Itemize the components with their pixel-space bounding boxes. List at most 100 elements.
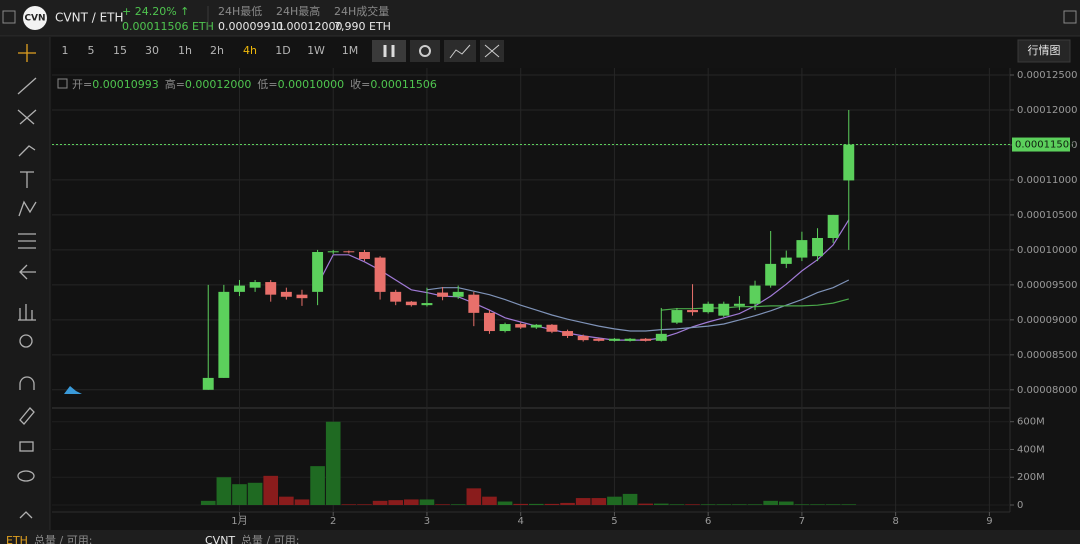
chart-button[interactable] bbox=[1017, 39, 1071, 63]
candle-body bbox=[608, 338, 620, 341]
back-tool[interactable] bbox=[19, 264, 36, 280]
y-tick-label: 0.00011000 bbox=[1017, 175, 1077, 186]
close: 0.00011506 bbox=[370, 78, 436, 91]
last-price-label: 0.00011506 bbox=[1015, 140, 1075, 151]
interval-button[interactable]: 30 bbox=[145, 44, 159, 57]
interval-button[interactable]: 15 bbox=[113, 44, 127, 57]
volume-bar bbox=[716, 504, 732, 505]
high: 0.00012000 bbox=[185, 78, 251, 91]
candle-icon bbox=[383, 45, 395, 57]
candle-body bbox=[796, 240, 808, 258]
candle-body bbox=[655, 333, 667, 341]
volume-bar bbox=[529, 503, 544, 505]
volume-label: 24H成交量 bbox=[334, 4, 389, 18]
volume-bar bbox=[513, 503, 528, 505]
x-tick-label: 4 bbox=[518, 516, 524, 527]
low-label: 低= bbox=[257, 78, 277, 91]
candle-body bbox=[624, 338, 636, 341]
interval-button[interactable]: 1M bbox=[342, 44, 359, 57]
volume-bar bbox=[232, 484, 247, 505]
chart-button-label[interactable]: 行情图 bbox=[1028, 44, 1061, 57]
candle-body bbox=[562, 331, 574, 336]
candle-type-button[interactable] bbox=[372, 40, 406, 62]
volume-bar bbox=[310, 466, 325, 505]
measure-tool[interactable] bbox=[18, 233, 36, 249]
volume-bar bbox=[747, 504, 763, 505]
candle-body bbox=[358, 251, 370, 259]
x-tick-label: 2 bbox=[330, 516, 336, 527]
magnet-tool[interactable] bbox=[19, 376, 35, 390]
x-tick-label: 8 bbox=[892, 516, 898, 527]
volume-bar bbox=[372, 500, 388, 505]
candle-body bbox=[780, 257, 792, 264]
lock-tool[interactable] bbox=[19, 441, 34, 452]
candle-body bbox=[546, 324, 558, 332]
ma-line bbox=[426, 279, 850, 332]
high-label: 24H最高 bbox=[276, 4, 320, 18]
candle-body bbox=[280, 291, 292, 297]
candle-body bbox=[749, 285, 761, 304]
interval-button[interactable]: 2h bbox=[210, 44, 224, 57]
interval-button[interactable]: 4h bbox=[243, 44, 257, 57]
x-tick-label: 1月 bbox=[231, 515, 247, 527]
volume: 7,990 ETH bbox=[334, 20, 391, 33]
change: + 24.20% ↑ bbox=[122, 5, 189, 18]
line-tool[interactable] bbox=[17, 77, 37, 95]
volume-bar bbox=[841, 504, 857, 505]
expand-button[interactable] bbox=[1063, 10, 1077, 24]
volume-bar bbox=[622, 493, 638, 505]
indicator-tool[interactable] bbox=[18, 304, 36, 321]
lock-draw-tool[interactable] bbox=[19, 407, 35, 425]
indicators-button[interactable] bbox=[444, 40, 476, 62]
volume-bar bbox=[450, 504, 466, 505]
gear-icon bbox=[419, 45, 431, 57]
crosshair-tool[interactable] bbox=[18, 44, 36, 62]
y-tick-label: 0.00009500 bbox=[1017, 280, 1077, 291]
interval-button[interactable]: 1W bbox=[307, 44, 325, 57]
volume-bar bbox=[497, 501, 513, 505]
candle-body bbox=[718, 303, 730, 316]
volume-bar bbox=[482, 496, 497, 505]
header-toggle[interactable] bbox=[57, 78, 68, 89]
brush-tool[interactable] bbox=[18, 145, 36, 157]
fib-tool[interactable] bbox=[17, 109, 37, 125]
candle-body bbox=[593, 338, 605, 341]
volume-bar bbox=[200, 500, 216, 505]
bottom-bar bbox=[0, 530, 1080, 544]
close-label: 收= bbox=[350, 77, 370, 91]
text-tool[interactable] bbox=[20, 171, 34, 188]
candle-body bbox=[577, 335, 589, 341]
interval-button[interactable]: 1h bbox=[178, 44, 192, 57]
interval-button[interactable]: 5 bbox=[88, 44, 95, 57]
price: 0.00011506 ETH bbox=[122, 20, 214, 33]
settings-button[interactable] bbox=[410, 40, 440, 62]
fullscreen-icon bbox=[484, 44, 500, 58]
candle-body bbox=[827, 214, 839, 238]
volume-bar bbox=[435, 504, 450, 505]
low: 0.00009911 bbox=[218, 20, 284, 33]
volume-bar bbox=[388, 500, 404, 505]
collapse-button[interactable] bbox=[2, 10, 16, 24]
interval-button[interactable]: 1 bbox=[62, 44, 69, 57]
pattern-tool[interactable] bbox=[18, 200, 37, 217]
plot bbox=[52, 109, 1010, 505]
sidebar-collapse[interactable] bbox=[19, 511, 33, 519]
candle-body bbox=[812, 238, 823, 257]
indicator-icon bbox=[449, 44, 471, 59]
visibility-tool[interactable] bbox=[17, 470, 35, 482]
left-asset: ETH bbox=[6, 534, 28, 544]
volume-tick-label: 600M bbox=[1017, 417, 1045, 428]
candle-body bbox=[530, 324, 542, 328]
volume-tick-label: 400M bbox=[1017, 444, 1045, 455]
toolbar: 1 5 15 30 1h 2h 4h 1D 1W 1M bbox=[62, 44, 359, 57]
candle-body bbox=[343, 251, 355, 253]
right-balance-label: 总量 / 可用: bbox=[241, 533, 299, 544]
zoom-tool[interactable] bbox=[19, 334, 33, 348]
volume-bar bbox=[560, 502, 575, 505]
volume-bar bbox=[341, 504, 357, 505]
chart-area bbox=[52, 68, 1010, 508]
interval-button[interactable]: 1D bbox=[275, 44, 290, 57]
volume-bar bbox=[810, 504, 825, 505]
volume-bar bbox=[607, 496, 622, 505]
